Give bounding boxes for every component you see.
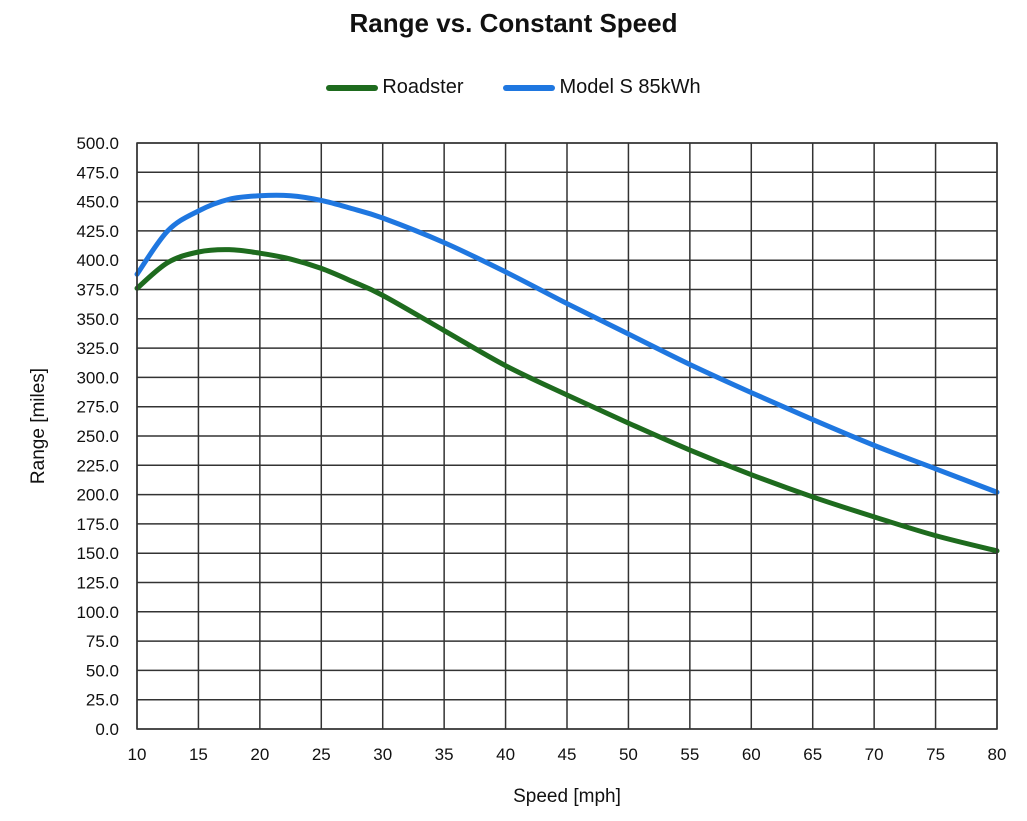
y-tick-label: 150.0 [76, 544, 119, 563]
y-tick-label: 275.0 [76, 398, 119, 417]
x-tick-label: 10 [128, 745, 147, 764]
x-tick-label: 20 [250, 745, 269, 764]
y-tick-label: 225.0 [76, 456, 119, 475]
y-tick-label: 50.0 [86, 661, 119, 680]
series-line-roadster [134, 247, 1000, 554]
x-tick-label: 45 [558, 745, 577, 764]
x-tick-label: 80 [988, 745, 1007, 764]
x-tick-label: 50 [619, 745, 638, 764]
x-tick-label: 70 [865, 745, 884, 764]
y-tick-label: 425.0 [76, 222, 119, 241]
y-tick-label: 200.0 [76, 486, 119, 505]
y-tick-label: 300.0 [76, 368, 119, 387]
y-tick-label: 175.0 [76, 515, 119, 534]
x-tick-label: 60 [742, 745, 761, 764]
y-tick-label: 375.0 [76, 281, 119, 300]
y-tick-label: 125.0 [76, 574, 119, 593]
x-tick-label: 75 [926, 745, 945, 764]
legend-item-roadster: Roadster [326, 76, 463, 99]
legend-swatch-roadster [326, 84, 379, 91]
y-axis-title: Range [miles] [28, 368, 49, 484]
x-tick-label: 55 [680, 745, 699, 764]
legend-label-model-s: Model S 85kWh [559, 76, 701, 98]
y-tick-label: 75.0 [86, 632, 119, 651]
y-tick-label: 500.0 [76, 134, 119, 153]
chart-title: Range vs. Constant Speed [349, 8, 678, 38]
y-tick-label: 400.0 [76, 251, 119, 270]
series-line-model-s [134, 192, 1000, 495]
x-tick-label: 15 [189, 745, 208, 764]
y-tick-label: 0.0 [95, 720, 119, 739]
x-tick-label: 25 [312, 745, 331, 764]
y-tick-label: 450.0 [76, 193, 119, 212]
x-tick-label: 40 [496, 745, 515, 764]
x-tick-label: 65 [803, 745, 822, 764]
x-tick-label: 35 [435, 745, 454, 764]
y-tick-label: 325.0 [76, 339, 119, 358]
y-tick-label: 475.0 [76, 163, 119, 182]
y-tick-label: 25.0 [86, 691, 119, 710]
legend-swatch-model-s [503, 84, 556, 91]
plot-border [136, 142, 998, 730]
y-tick-label: 100.0 [76, 603, 119, 622]
legend-item-model-s: Model S 85kWh [503, 76, 701, 99]
y-tick-label: 350.0 [76, 310, 119, 329]
legend: Roadster Model S 85kWh [0, 76, 1027, 99]
y-tick-label: 250.0 [76, 427, 119, 446]
x-tick-label: 30 [373, 745, 392, 764]
legend-label-roadster: Roadster [382, 76, 464, 98]
x-axis-title: Speed [mph] [513, 786, 621, 807]
